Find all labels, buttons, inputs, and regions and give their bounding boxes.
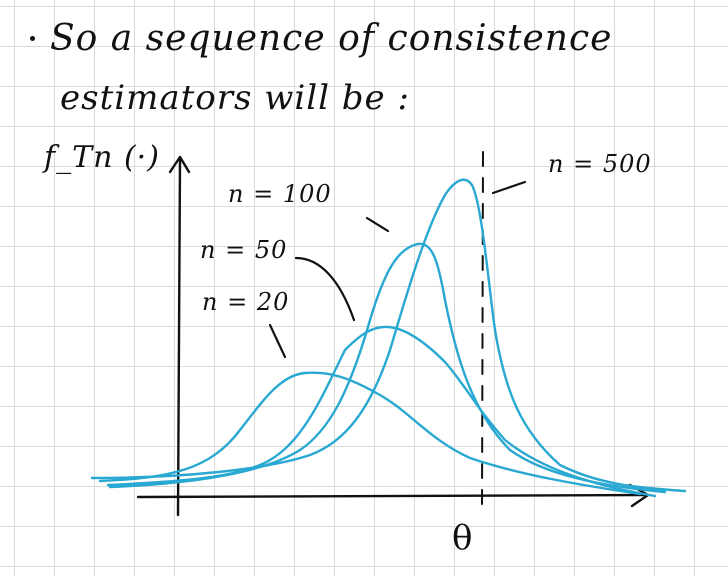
curve-label-n-50: n = 50 — [200, 236, 288, 264]
curve-label-n-20: n = 20 — [202, 288, 290, 316]
y-axis — [176, 158, 182, 517]
leader-n-500 — [491, 180, 527, 195]
curve-n-500 — [90, 178, 687, 493]
curve-n-50 — [106, 325, 657, 498]
y-axis-arrowhead — [168, 155, 191, 174]
x-axis — [136, 493, 647, 499]
theta-dashed-line — [481, 151, 484, 511]
theta-label: θ — [452, 518, 474, 558]
leader-n-20 — [268, 323, 287, 359]
note-line-1: So a sequence of consistence — [50, 18, 613, 59]
bullet-dot — [30, 36, 35, 41]
leader-n-50 — [294, 256, 356, 322]
leader-n-100 — [365, 216, 390, 233]
note-line-2: estimators will be : — [60, 78, 410, 118]
curve-n-100 — [108, 242, 667, 494]
y-axis-label: f_Tn (·) — [44, 140, 160, 175]
curve-label-n-100: n = 100 — [228, 180, 332, 208]
curve-label-n-500: n = 500 — [548, 150, 652, 178]
